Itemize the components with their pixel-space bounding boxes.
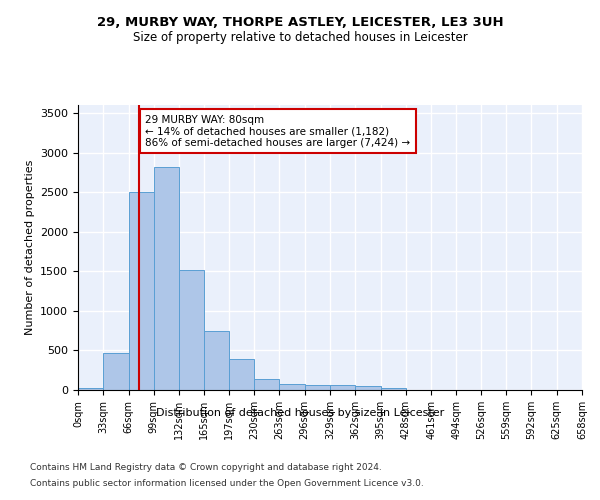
Text: Size of property relative to detached houses in Leicester: Size of property relative to detached ho… <box>133 31 467 44</box>
Bar <box>229 359 254 390</box>
Bar <box>78 388 103 390</box>
Text: 29 MURBY WAY: 80sqm
← 14% of detached houses are smaller (1,182)
86% of semi-det: 29 MURBY WAY: 80sqm ← 14% of detached ho… <box>145 114 410 148</box>
Bar <box>179 270 205 390</box>
Text: 29, MURBY WAY, THORPE ASTLEY, LEICESTER, LE3 3UH: 29, MURBY WAY, THORPE ASTLEY, LEICESTER,… <box>97 16 503 29</box>
Bar <box>355 386 380 390</box>
Bar <box>330 385 355 390</box>
Bar <box>103 353 128 390</box>
Bar <box>305 385 330 390</box>
Bar <box>254 378 280 390</box>
Bar <box>380 388 406 390</box>
Y-axis label: Number of detached properties: Number of detached properties <box>25 160 35 335</box>
Bar <box>128 192 154 390</box>
Bar <box>154 167 179 390</box>
Text: Distribution of detached houses by size in Leicester: Distribution of detached houses by size … <box>156 408 444 418</box>
Text: Contains HM Land Registry data © Crown copyright and database right 2024.: Contains HM Land Registry data © Crown c… <box>30 462 382 471</box>
Text: Contains public sector information licensed under the Open Government Licence v3: Contains public sector information licen… <box>30 479 424 488</box>
Bar <box>280 384 305 390</box>
Bar <box>205 330 229 390</box>
